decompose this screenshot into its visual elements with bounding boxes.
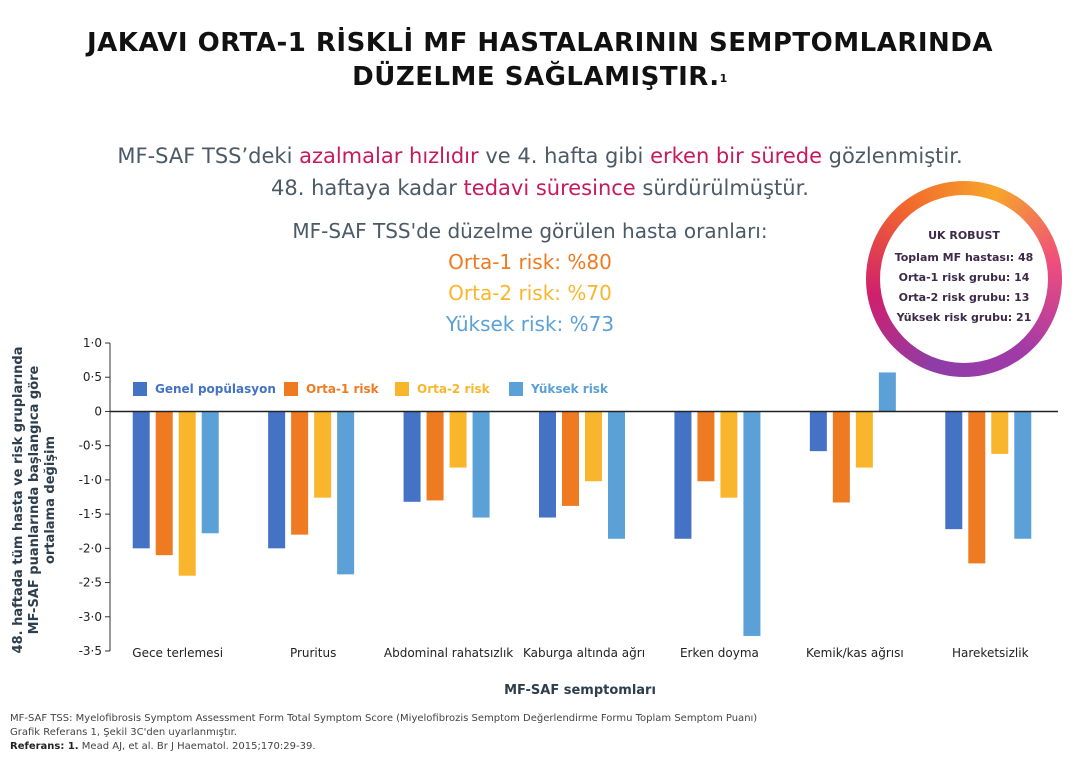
bar [562,411,579,506]
category-label: Erken doyma [680,646,759,660]
rates-heading: MF-SAF TSS'de düzelme görülen hasta oran… [292,219,768,243]
category-label: Kemik/kas ağrısı [806,646,904,660]
rate-yuksek: Yüksek risk: %73 [445,312,615,336]
bar [945,411,963,530]
uk-robust-badge [866,181,1062,377]
subtitle: MF-SAF TSS’deki azalmalar hızlıdır ve 4.… [0,140,1080,204]
y-tick-label: 0 [94,404,102,418]
bar [291,411,309,535]
subtitle-1d: erken bir sürede [650,144,822,168]
bar [855,411,873,468]
title-reference: 1 [719,72,728,85]
bar [832,411,850,503]
title-line-2: DÜZELME SAĞLAMIŞTIR.1 [0,60,1080,94]
subtitle-line-1: MF-SAF TSS’deki azalmalar hızlıdır ve 4.… [0,140,1080,172]
bar [697,411,715,482]
legend-label: Yüksek risk [530,382,609,396]
subtitle-1c: ve 4. hafta gibi [478,144,651,168]
subtitle-1a: MF-SAF TSS’deki [117,144,300,168]
category-label: Gece terlemesi [132,646,223,660]
title-line-1: JAKAVI ORTA-1 RİSKLİ MF HASTALARININ SEM… [87,28,993,58]
improvement-rates: MF-SAF TSS'de düzelme görülen hasta oran… [130,216,930,340]
badge-orta1: Orta-1 risk grubu: 14 [898,271,1030,284]
badge-yuksek: Yüksek risk grubu: 21 [896,311,1032,324]
category-label: Pruritus [290,646,336,660]
footer-ref-text: Mead AJ, et al. Br J Haematol. 2015;170:… [78,741,316,752]
legend-label: Orta-1 risk [306,382,380,396]
bar [743,411,761,636]
bar [585,411,602,482]
subtitle-2a: 48. haftaya kadar [271,176,464,200]
rate-orta1: Orta-1 risk: %80 [448,250,612,274]
title-line-2-text: DÜZELME SAĞLAMIŞTIR. [352,62,720,92]
y-tick-label: -2·0 [79,541,102,555]
subtitle-2b: tedavi süresince [463,176,636,200]
y-tick-label: -1·5 [79,507,102,521]
bar [155,411,173,556]
legend-swatch [133,382,147,396]
rate-orta2: Orta-2 risk: %70 [448,281,612,305]
subtitle-2c: sürdürülmüştür. [635,176,809,200]
bar [403,411,421,502]
category-label: Abdominal rahatsızlık [384,646,513,660]
legend-swatch [509,382,523,396]
y-tick-label: -0·5 [79,439,102,453]
footer-line-2: Grafik Referans 1, Şekil 3C'den uyarlanm… [10,727,237,738]
bar [337,411,355,575]
bar [809,411,827,452]
badge-title: UK ROBUST [928,229,1000,242]
bar [201,411,219,534]
bar [878,372,896,412]
footer-line-1: MF-SAF TSS: Myelofibrosis Symptom Assess… [10,713,758,724]
bar [132,411,150,549]
legend: Genel popülasyon Orta-1 risk Orta-2 risk Yü… [133,382,609,396]
bar [1014,411,1032,539]
y-axis-title: 48. haftada tüm hasta ve risk gruplarınd… [11,347,58,654]
legend-swatch [284,382,298,396]
bar [539,411,556,518]
y-tick-label: -3·5 [79,644,102,658]
legend-label: Genel popülasyon [155,382,276,396]
y-tick-label: -1·0 [79,473,102,487]
y-axis-title-line-3: ortalama değişim [43,436,58,564]
bar [472,411,490,518]
legend-swatch [395,382,409,396]
bar [720,411,738,498]
footer-reference: Referans: 1. Mead AJ, et al. Br J Haemat… [10,740,757,754]
footer-ref-label: Referans: 1. [10,741,79,752]
plot-area: 1·0 0·5 0 -0·5 -1·0 -1·5 -2·0 -2·5 -3·0 -3·5 Gece … [79,336,1058,660]
bar [426,411,444,501]
category-label: Kaburga altında ağrı [523,646,645,660]
bar [449,411,467,468]
subtitle-1b: azalmalar hızlıdır [299,144,479,168]
bar [674,411,692,539]
category-label: Hareketsizlik [952,646,1029,660]
x-axis-title: MF-SAF semptomları [504,683,656,698]
badge-text: UK ROBUST Toplam MF hastası: 48 Orta-1 r… [866,226,1062,328]
bar [991,411,1009,454]
footer: MF-SAF TSS: Myelofibrosis Symptom Assess… [10,712,757,754]
y-axis-title-line-2: MF-SAF puanlarında başlangıca göre [27,365,42,634]
bar [314,411,332,498]
badge-orta2: Orta-2 risk grubu: 13 [898,291,1030,304]
badge-inner [880,195,1048,363]
badge-total: Toplam MF hastası: 48 [894,251,1034,264]
subtitle-line-2: 48. haftaya kadar tedavi süresince sürdü… [0,172,1080,204]
bar [608,411,625,539]
legend-label: Orta-2 risk [417,382,491,396]
y-axis-title-line-1: 48. haftada tüm hasta ve risk gruplarınd… [11,347,26,654]
y-tick-label: 0·5 [83,370,102,384]
y-tick-label: -2·5 [79,576,102,590]
y-tick-label: 1·0 [83,336,102,350]
page-title: JAKAVI ORTA-1 RİSKLİ MF HASTALARININ SEM… [0,26,1080,94]
subtitle-1e: gözlenmiştir. [822,144,963,168]
bar [268,411,286,549]
bar [178,411,196,576]
bar [968,411,986,564]
y-tick-label: -3·0 [79,610,102,624]
